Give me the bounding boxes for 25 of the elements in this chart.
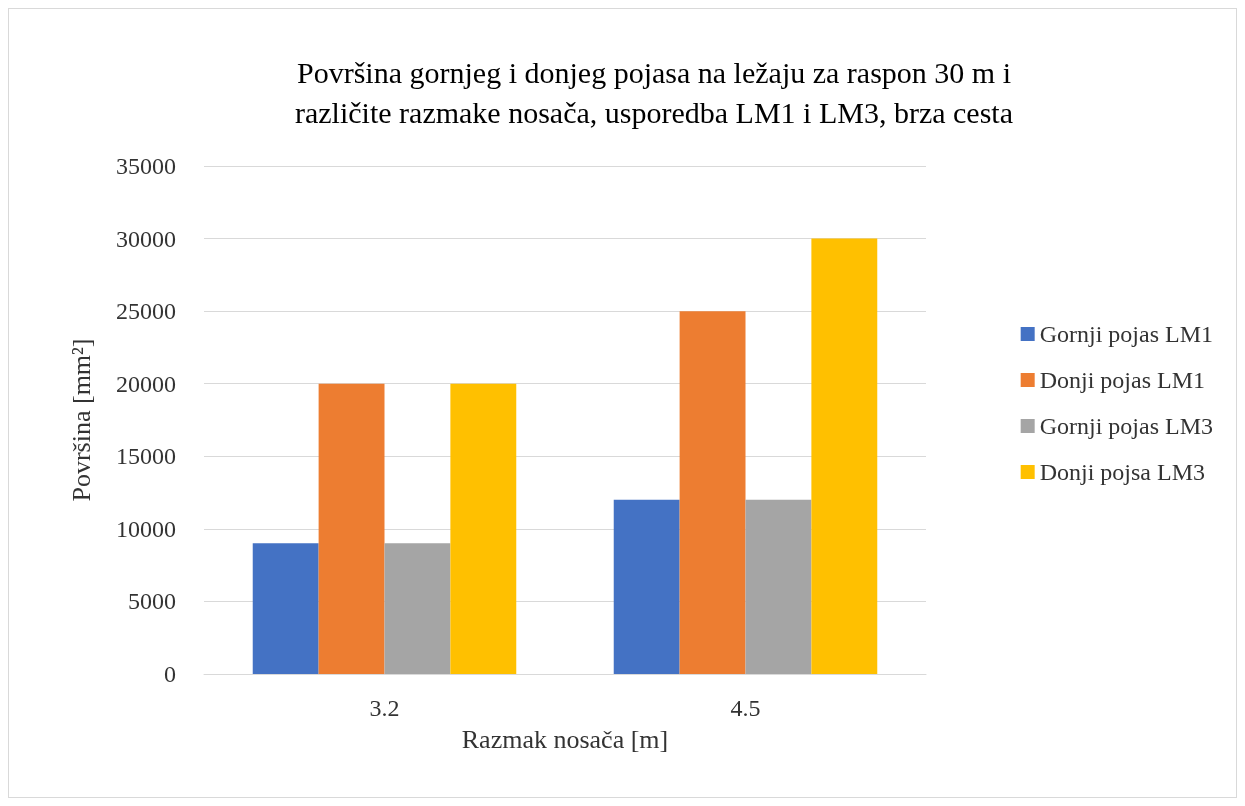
y-tick-label: 5000 (128, 588, 176, 615)
y-tick-label: 10000 (116, 515, 176, 542)
y-axis-title: Površina [mm²] (66, 338, 96, 502)
bar (252, 543, 319, 674)
y-tick-label: 25000 (116, 298, 176, 325)
legend-label: Donji pojsa LM3 (1039, 459, 1206, 485)
y-tick-label: 0 (164, 661, 176, 687)
legend-label: Gornji pojas LM3 (1039, 413, 1214, 439)
bar (811, 238, 878, 674)
legend-label: Donji pojas LM1 (1039, 367, 1206, 393)
y-tick-label: 20000 (116, 370, 176, 397)
x-tick-label: 3.2 (369, 695, 400, 721)
y-tick-label: 15000 (116, 443, 176, 470)
x-axis-title: Razmak nosača [m] (461, 724, 669, 754)
bar (679, 311, 746, 674)
bar (384, 543, 451, 674)
bar (450, 383, 517, 674)
y-tick-label: 30000 (116, 225, 176, 252)
bar (318, 383, 385, 674)
bar (613, 499, 680, 674)
x-tick-label: 4.5 (730, 695, 761, 721)
y-tick-label: 35000 (116, 153, 176, 179)
bar (745, 499, 812, 674)
legend-label: Gornji pojas LM1 (1039, 321, 1214, 347)
chart-title: Površina gornjeg i donjeg pojasa na ležaju za raspon 30 m i različite razmake nosača, usporedba LM1 i LM3, brza cesta (294, 55, 1014, 129)
